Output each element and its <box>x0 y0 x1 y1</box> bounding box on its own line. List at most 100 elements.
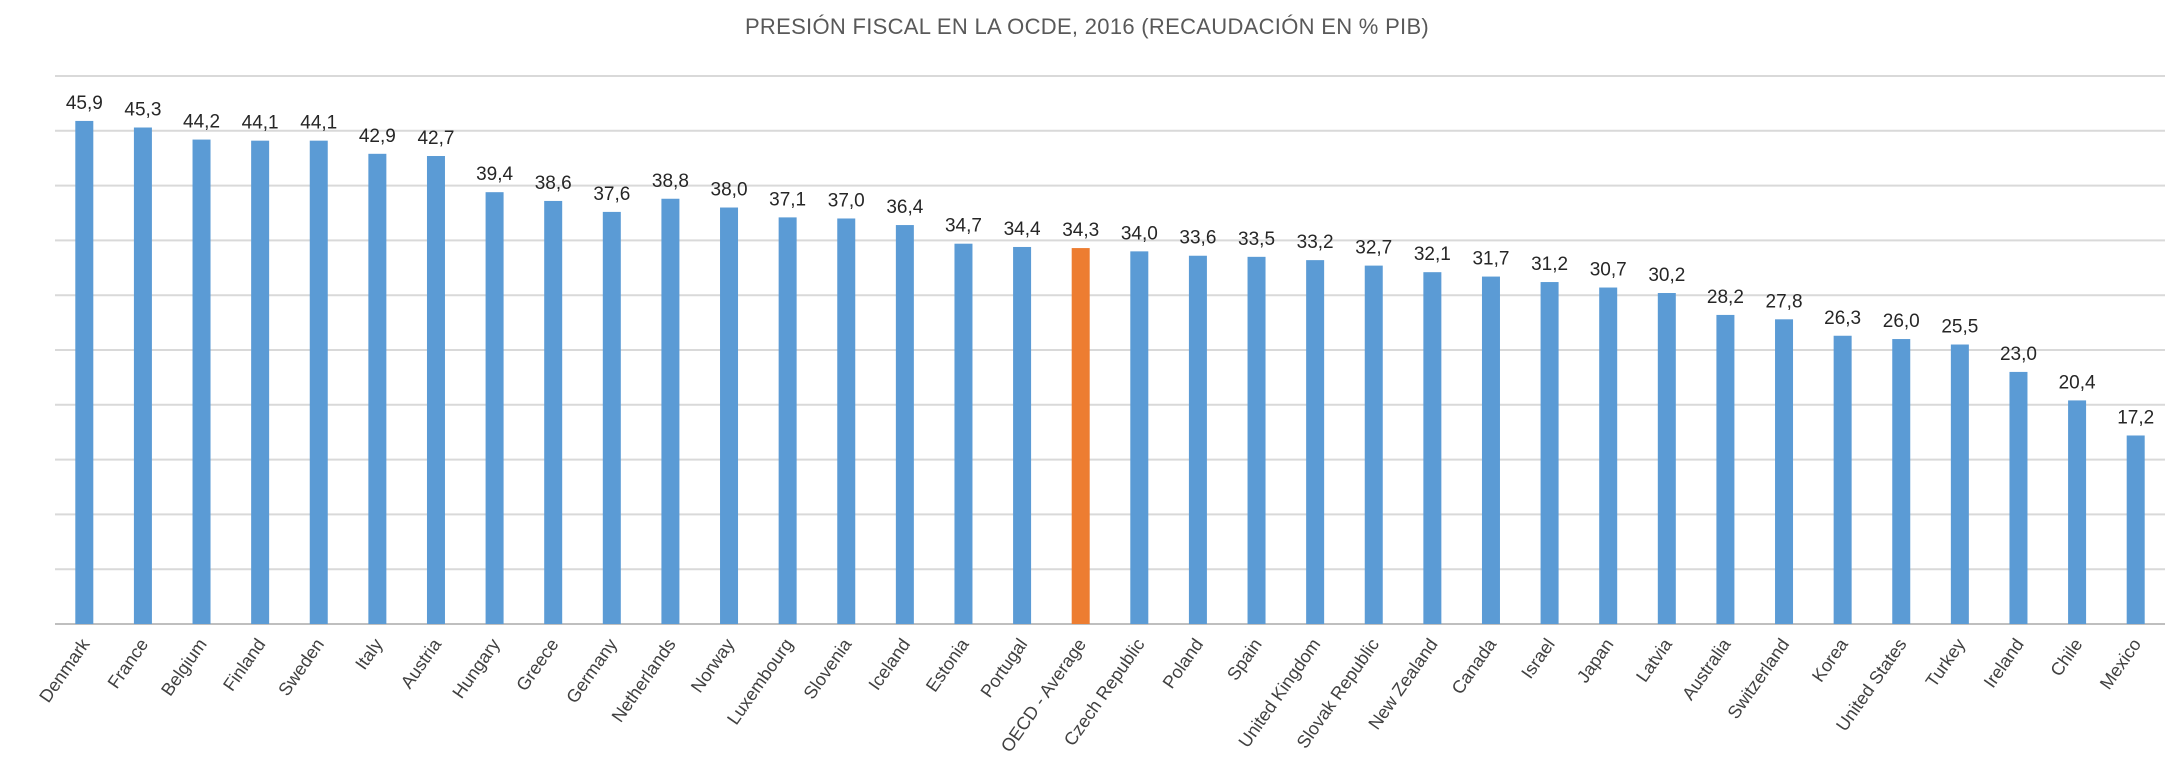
bar-austria <box>426 156 445 624</box>
data-label: 31,2 <box>1531 254 1568 275</box>
bar-czech-republic <box>1130 251 1149 625</box>
data-label: 34,0 <box>1121 223 1158 244</box>
data-label: 44,1 <box>242 113 279 134</box>
data-label: 45,9 <box>66 93 103 114</box>
category-label: Slovenia <box>800 634 857 703</box>
bar-chile <box>2068 400 2087 624</box>
bar-netherlands <box>661 198 680 624</box>
category-label: Portugal <box>977 635 1032 701</box>
bar-greece <box>544 200 563 624</box>
category-label: Switzerland <box>1724 635 1794 723</box>
category-label: Mexico <box>2096 635 2145 693</box>
data-label: 37,0 <box>828 190 865 211</box>
bar-latvia <box>1657 293 1676 624</box>
category-label: Chile <box>2046 635 2086 680</box>
bar-canada <box>1481 276 1500 624</box>
data-label: 44,1 <box>300 113 337 134</box>
data-label: 30,2 <box>1648 265 1685 286</box>
category-label: Denmark <box>35 634 94 706</box>
bar-united-states <box>1892 339 1911 624</box>
bar-united-kingdom <box>1306 260 1325 624</box>
data-label: 38,6 <box>535 173 572 194</box>
data-label: 44,2 <box>183 112 220 133</box>
bar-iceland <box>895 225 914 624</box>
data-label: 38,8 <box>652 171 689 192</box>
category-label: Sweden <box>274 635 328 700</box>
category-label: France <box>104 635 153 692</box>
bar-portugal <box>1013 246 1032 624</box>
data-label: 28,2 <box>1707 287 1744 308</box>
bar-sweden <box>309 140 328 624</box>
category-label: Australia <box>1678 634 1735 704</box>
bar-korea <box>1833 335 1852 624</box>
data-label: 33,5 <box>1238 229 1275 250</box>
bar-hungary <box>485 192 504 624</box>
bar-switzerland <box>1775 319 1794 624</box>
category-label: Germany <box>562 635 621 707</box>
category-label: Italy <box>351 635 386 674</box>
category-label: Estonia <box>922 634 973 695</box>
data-label: 42,7 <box>417 128 454 149</box>
data-label: 45,3 <box>124 100 161 121</box>
bar-poland <box>1188 255 1207 624</box>
data-label: 36,4 <box>886 197 923 218</box>
data-label: 25,5 <box>1941 317 1978 338</box>
category-label: Japan <box>1573 635 1618 687</box>
chart-title: PRESIÓN FISCAL EN LA OCDE, 2016 (RECAUDA… <box>744 14 1430 39</box>
data-label: 17,2 <box>2117 407 2154 428</box>
bar-mexico <box>2126 435 2145 624</box>
bar-australia <box>1716 314 1735 624</box>
bar-estonia <box>954 243 973 625</box>
bar-germany <box>602 211 621 625</box>
category-label: Iceland <box>864 635 914 694</box>
bar-new-zealand <box>1423 272 1442 624</box>
data-label: 34,4 <box>1004 219 1041 240</box>
category-label: Turkey <box>1922 635 1970 691</box>
category-label: Canada <box>1448 634 1501 698</box>
bar-denmark <box>75 120 94 624</box>
category-label: Poland <box>1159 635 1208 692</box>
bar-spain <box>1247 256 1266 624</box>
data-label: 20,4 <box>2059 372 2096 393</box>
category-label: Hungary <box>448 635 503 702</box>
category-label: Greece <box>512 635 562 695</box>
bar-slovak-republic <box>1364 265 1383 624</box>
data-label: 26,0 <box>1883 311 1920 332</box>
data-label: 34,3 <box>1062 220 1099 241</box>
category-label: Israel <box>1517 635 1559 683</box>
bar-oecd-average <box>1071 248 1090 624</box>
data-label: 39,4 <box>476 164 513 185</box>
bar-france <box>133 127 152 625</box>
data-label: 33,6 <box>1179 228 1216 249</box>
data-label: 30,7 <box>1590 260 1627 281</box>
bar-japan <box>1599 287 1618 624</box>
category-label: Korea <box>1808 634 1853 686</box>
bar-turkey <box>1950 344 1969 624</box>
category-label: Ireland <box>1980 635 2028 692</box>
data-label: 38,0 <box>711 180 748 201</box>
bar-israel <box>1540 282 1559 624</box>
data-label: 23,0 <box>2000 344 2037 365</box>
data-label: 33,2 <box>1297 232 1334 253</box>
data-label: 27,8 <box>1766 291 1803 312</box>
data-label: 37,1 <box>769 189 806 210</box>
bar-belgium <box>192 139 211 624</box>
data-label: 37,6 <box>593 184 630 205</box>
bar-italy <box>368 153 387 625</box>
category-label: Belgium <box>157 635 211 700</box>
category-label: Latvia <box>1632 634 1677 686</box>
data-label: 31,7 <box>1472 249 1509 270</box>
category-label: Spain <box>1223 635 1266 684</box>
data-label: 42,9 <box>359 126 396 147</box>
data-label: 32,1 <box>1414 244 1451 265</box>
category-label: Austria <box>397 634 446 692</box>
bar-norway <box>720 207 739 624</box>
data-label: 32,7 <box>1355 238 1392 259</box>
data-label: 34,7 <box>945 216 982 237</box>
data-label: 26,3 <box>1824 308 1861 329</box>
bar-finland <box>251 140 270 624</box>
category-label: Finland <box>219 635 269 695</box>
bar-slovenia <box>837 218 856 625</box>
bar-luxembourg <box>778 217 797 624</box>
